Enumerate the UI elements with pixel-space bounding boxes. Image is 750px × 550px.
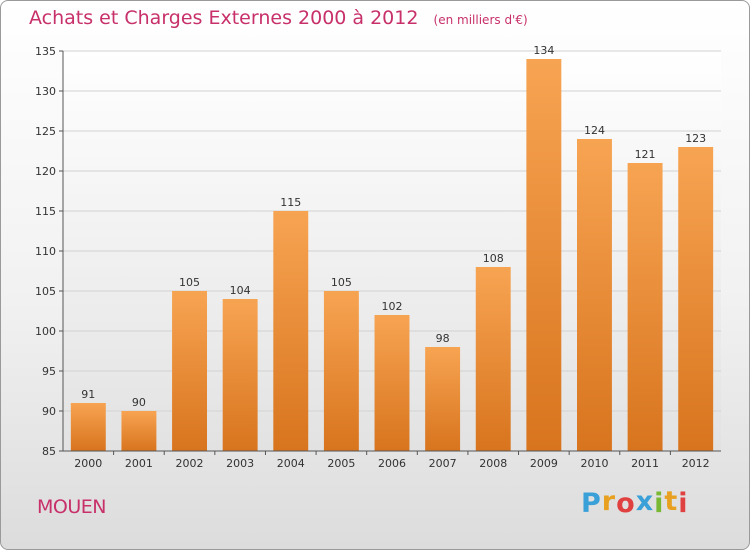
x-tick-label: 2012: [682, 457, 710, 470]
bar: [576, 139, 612, 451]
y-tick-label: 130: [35, 85, 56, 98]
bar: [475, 267, 511, 451]
x-tick-label: 2011: [631, 457, 659, 470]
logo-letter: o: [616, 488, 636, 519]
data-label: 105: [179, 276, 200, 289]
data-label: 121: [635, 148, 656, 161]
logo-letter: i: [654, 488, 665, 519]
bar: [121, 411, 157, 451]
bar: [172, 291, 208, 451]
y-tick-label: 135: [35, 45, 56, 58]
x-axis: 2000 2001 2002 2003 2004 2005 2006 2007 2008 2009…: [63, 450, 721, 470]
x-tick-label: 2000: [74, 457, 102, 470]
location-label: MOUEN: [37, 496, 106, 518]
x-tick-label: 2010: [580, 457, 608, 470]
x-tick-label: 2008: [479, 457, 507, 470]
y-tick-label: 85: [42, 445, 56, 458]
data-label: 102: [382, 300, 403, 313]
bar: [374, 315, 410, 451]
y-tick-label: 110: [35, 245, 56, 258]
data-label: 104: [230, 284, 251, 297]
x-tick-label: 2001: [125, 457, 153, 470]
chart-title-block: Achats et Charges Externes 2000 à 2012 (…: [29, 7, 528, 29]
y-tick-label: 100: [35, 325, 56, 338]
data-label: 90: [132, 396, 146, 409]
bar: [273, 211, 309, 451]
data-label: 91: [81, 388, 95, 401]
y-tick-label: 95: [42, 365, 56, 378]
y-axis: 85 90 95 100 105 110 115 120 125 130 135: [35, 45, 64, 458]
y-tick-label: 115: [35, 205, 56, 218]
y-tick-label: 90: [42, 405, 56, 418]
logo-letter: t: [664, 486, 679, 517]
bar: [425, 347, 461, 451]
data-label: 98: [436, 332, 450, 345]
x-tick-label: 2009: [530, 457, 558, 470]
x-tick-label: 2002: [176, 457, 204, 470]
x-tick-label: 2007: [429, 457, 457, 470]
y-tick-label: 125: [35, 125, 56, 138]
x-tick-label: 2006: [378, 457, 406, 470]
chart-title: Achats et Charges Externes 2000 à 2012: [29, 7, 419, 29]
bar: [222, 299, 258, 451]
data-label: 105: [331, 276, 352, 289]
bar: [323, 291, 359, 451]
data-label: 123: [685, 132, 706, 145]
y-tick-label: 120: [35, 165, 56, 178]
logo-letter: x: [635, 486, 655, 517]
data-label: 108: [483, 252, 504, 265]
x-tick-label: 2004: [277, 457, 305, 470]
bar: [627, 163, 663, 451]
bar: [678, 147, 714, 451]
logo-letter: r: [601, 486, 617, 517]
x-tick-label: 2003: [226, 457, 254, 470]
data-label: 124: [584, 124, 605, 137]
bar: [70, 403, 106, 451]
logo-letter: i: [678, 488, 689, 519]
bar: [526, 59, 562, 451]
data-label: 134: [533, 44, 554, 57]
proxiti-logo: Proxiti: [581, 486, 689, 519]
data-label: 115: [280, 196, 301, 209]
bars: 91 90 105 104 115 105 102 98 108 134 124 121 123: [70, 44, 714, 451]
y-tick-label: 105: [35, 285, 56, 298]
x-tick-label: 2005: [327, 457, 355, 470]
logo-letter: P: [581, 488, 602, 519]
chart-subtitle: (en milliers d'€): [433, 13, 528, 27]
